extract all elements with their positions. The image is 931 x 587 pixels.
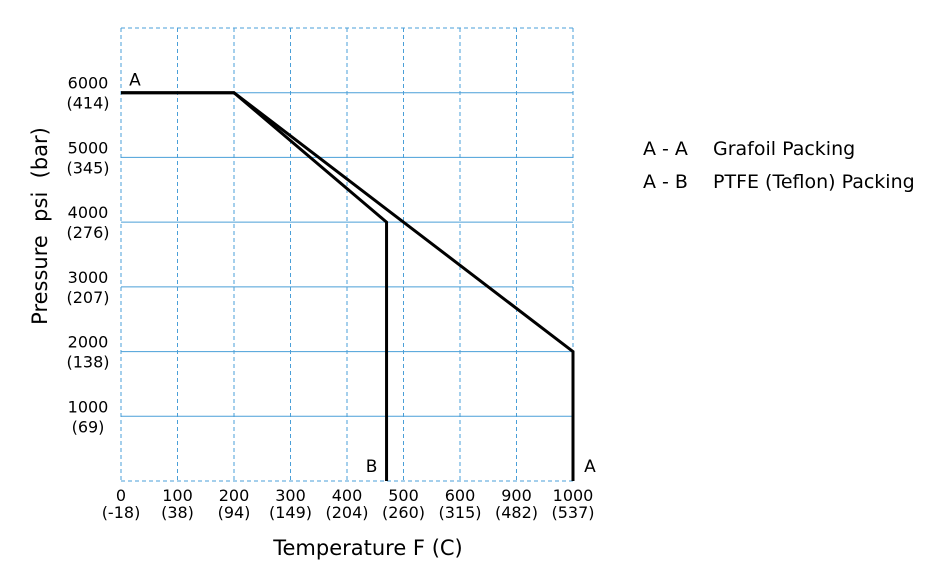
- series-end-label-a: A: [584, 457, 596, 477]
- y-tick-psi-4000: 4000: [68, 203, 109, 222]
- x-tick-f-1000: 1000: [553, 486, 594, 505]
- grid: [120, 27, 574, 482]
- y-tick-bar-4000: (276): [66, 223, 109, 242]
- y-tick-bar-5000: (345): [66, 158, 109, 177]
- x-axis-ticks: 0(-18)100(38)200(94)300(149)400(204)500(…: [102, 486, 595, 522]
- legend-code-grafoil: A - A: [643, 138, 688, 160]
- x-tick-c-0: (-18): [102, 503, 141, 522]
- x-tick-c-300: (149): [269, 503, 312, 522]
- x-tick-f-600: 600: [445, 486, 476, 505]
- x-tick-c-900: (482): [495, 503, 538, 522]
- x-tick-c-400: (204): [325, 503, 368, 522]
- y-tick-bar-6000: (414): [66, 94, 109, 113]
- legend-code-ptfe: A - B: [643, 171, 688, 193]
- x-tick-f-0: 0: [116, 486, 126, 505]
- x-tick-f-900: 900: [501, 486, 532, 505]
- series-end-label-b: B: [366, 457, 378, 477]
- series-line-ptfe: [121, 91, 389, 481]
- series-start-label-a: A: [129, 71, 141, 91]
- y-tick-bar-2000: (138): [66, 353, 109, 372]
- y-axis-ticks: 1000(69)2000(138)3000(207)4000(276)5000(…: [66, 74, 109, 437]
- legend-label-ptfe: PTFE (Teflon) Packing: [713, 171, 915, 193]
- x-tick-c-500: (260): [382, 503, 425, 522]
- x-tick-f-200: 200: [219, 486, 250, 505]
- x-tick-c-1000: (537): [551, 503, 594, 522]
- x-tick-f-300: 300: [275, 486, 306, 505]
- y-tick-bar-3000: (207): [66, 288, 109, 307]
- x-tick-c-600: (315): [438, 503, 481, 522]
- legend-label-grafoil: Grafoil Packing: [713, 138, 855, 160]
- x-tick-c-100: (38): [161, 503, 194, 522]
- y-tick-bar-1000: (69): [72, 417, 105, 436]
- x-tick-c-200: (94): [218, 503, 251, 522]
- x-axis-title: Temperature F (C): [272, 536, 463, 560]
- y-tick-psi-2000: 2000: [68, 333, 109, 352]
- x-tick-f-100: 100: [162, 486, 193, 505]
- y-tick-psi-1000: 1000: [68, 397, 109, 416]
- legend: A - A Grafoil Packing A - B PTFE (Teflon…: [643, 138, 915, 193]
- y-tick-psi-6000: 6000: [68, 74, 109, 93]
- series-lines: [121, 91, 575, 481]
- x-tick-f-400: 400: [332, 486, 363, 505]
- series-end-labels: A A B: [129, 71, 596, 477]
- y-axis-title: Pressure psi (bar): [28, 127, 52, 325]
- y-tick-psi-3000: 3000: [68, 268, 109, 287]
- y-tick-psi-5000: 5000: [68, 138, 109, 157]
- x-tick-f-500: 500: [388, 486, 419, 505]
